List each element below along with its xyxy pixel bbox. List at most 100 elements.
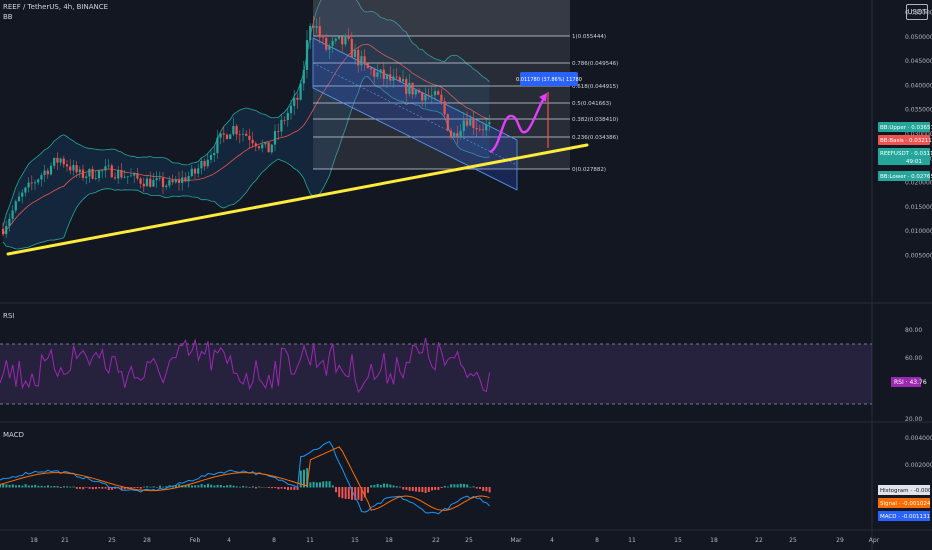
macd-histogram-bar (325, 481, 328, 488)
rsi-tick-label: 20.00 (905, 416, 922, 423)
candle-body (85, 176, 88, 178)
rsi-title: RSI (3, 312, 14, 320)
candle-body (293, 97, 296, 106)
candle-body (299, 83, 302, 100)
bollinger-band (2, 0, 490, 250)
macd-histogram-bar (469, 486, 472, 488)
time-tick-label: 4 (550, 537, 554, 544)
candle-body (53, 157, 56, 166)
candle-body (155, 178, 158, 181)
candle-body (251, 139, 254, 144)
macd-histogram-bar (283, 487, 286, 490)
macd-histogram-bar (472, 486, 475, 488)
candle-body (216, 137, 219, 153)
candle-body (469, 118, 472, 126)
price-tick-label: 0.035000 (905, 107, 932, 114)
macd-histogram-bar (450, 484, 453, 488)
candle-body (411, 82, 414, 95)
macd-histogram-bar (79, 487, 81, 489)
macd-histogram-bar (95, 487, 97, 489)
macd-histogram-bar (223, 486, 225, 488)
candle-body (145, 178, 149, 187)
candle-body (171, 180, 174, 183)
candle-body (379, 69, 382, 73)
candle-body (158, 177, 161, 179)
price-tick-label: 0.010000 (905, 228, 932, 235)
macd-histogram-bar (213, 485, 216, 488)
macd-histogram-bar (383, 483, 385, 488)
currency-button[interactable]: USDT (906, 4, 928, 20)
candle-body (1, 228, 5, 235)
candle-body (280, 119, 283, 132)
macd-legend-label: Histogram · -0.000107 (880, 488, 932, 494)
rsi-line (0, 337, 491, 394)
price-tick-label: 0.030000 (905, 131, 932, 138)
time-tick-label: 22 (432, 537, 440, 544)
trendline[interactable] (6, 143, 589, 256)
candle-body (430, 95, 433, 97)
candle-body (408, 82, 411, 94)
candle-body (334, 38, 337, 41)
candle-body (181, 177, 184, 184)
macd-histogram-bar (56, 485, 59, 488)
candle-body (139, 178, 142, 184)
time-tick-label: 18 (710, 537, 718, 544)
projection-path (489, 97, 546, 154)
macd-histogram-bar (165, 486, 168, 488)
candle-body (11, 210, 14, 219)
candle-body (283, 119, 286, 121)
macd-histogram-bar (459, 483, 462, 488)
macd-histogram-bar (376, 484, 379, 488)
support-trendline (6, 143, 589, 256)
rsi-tick-label: 60.00 (905, 355, 922, 362)
macd-histogram-bar (152, 486, 155, 488)
macd-histogram-bar (351, 487, 353, 500)
macd-histogram-bar (18, 485, 21, 488)
price-tags: BB:Upper · 0.036577 BB:Basis · 0.032115 RE… (878, 122, 932, 181)
fib-level-label: 0.786(0.049546) (572, 61, 618, 67)
candle-body (120, 170, 123, 178)
macd-histogram-bar (72, 486, 75, 488)
candle-body (385, 74, 389, 80)
macd-histogram-bar (59, 487, 62, 488)
macd-histogram-bar (264, 486, 267, 488)
macd-histogram-bar (50, 486, 53, 488)
macd-histogram-bar (184, 484, 187, 488)
candle-body (94, 178, 97, 179)
macd-histogram-bar (267, 487, 270, 489)
candle-body (97, 170, 101, 179)
macd-histogram-bar (175, 485, 177, 488)
candle-body (129, 175, 133, 177)
macd-histogram-bar (133, 487, 136, 489)
time-tick-label: 29 (836, 537, 844, 544)
channel-body (312, 37, 518, 191)
macd-histogram-bar (24, 484, 27, 488)
candle-body (187, 176, 190, 182)
macd-histogram-bar (187, 484, 190, 488)
candle-body (421, 92, 424, 101)
macd-legend-bg (878, 511, 930, 521)
macd-histogram-bar (82, 487, 85, 490)
candle-body (209, 155, 213, 160)
macd-histogram-bar (354, 487, 357, 500)
macd-histogram-bar (136, 487, 139, 489)
macd-legend-label: Signal · -0.001024 (880, 501, 931, 507)
macd-histogram-bar (261, 487, 264, 488)
macd-histogram-bar (290, 487, 293, 490)
macd-histogram-bar (296, 487, 299, 490)
candle-body (241, 133, 245, 135)
price-tag: REEFUSDT · 0.031134 49:01 (878, 148, 932, 165)
candle-body (40, 175, 43, 180)
macd-histogram-bar (328, 481, 331, 488)
macd-histogram-bar (319, 482, 321, 488)
candle-body (8, 218, 11, 227)
candle-body (302, 69, 305, 84)
macd-histogram-bar (123, 487, 126, 490)
candle-body (405, 79, 408, 94)
candle-body (382, 69, 385, 80)
macd-histogram-bar (114, 487, 117, 489)
candle-body (225, 134, 229, 139)
candle-body (366, 63, 369, 69)
price-tag-text: REEFUSDT · 0.031134 (880, 151, 932, 157)
